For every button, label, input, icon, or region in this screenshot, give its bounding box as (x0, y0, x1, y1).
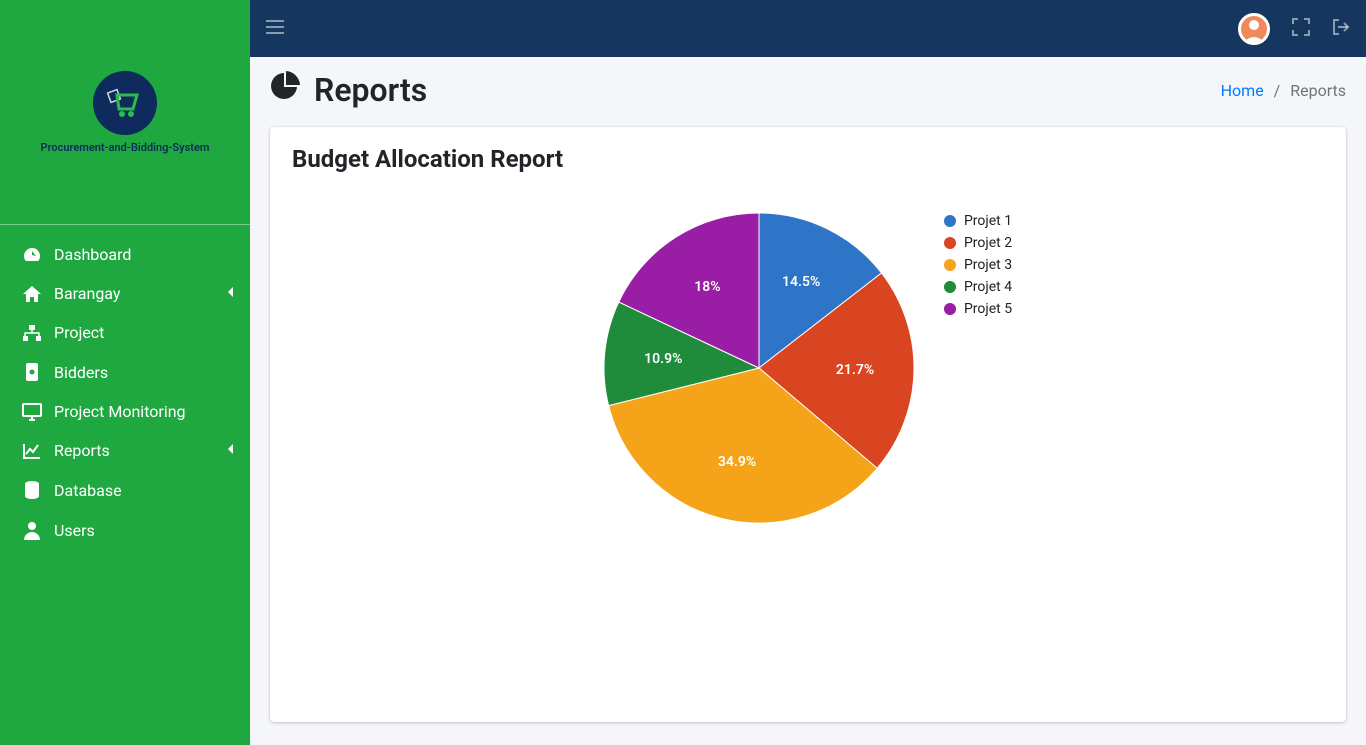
chart-icon (20, 442, 44, 460)
legend-label: Projet 4 (964, 279, 1012, 295)
legend-item-3[interactable]: Projet 4 (944, 279, 1012, 295)
breadcrumb-current: Reports (1290, 81, 1346, 100)
sitemap-icon (20, 324, 44, 342)
legend-item-1[interactable]: Projet 2 (944, 235, 1012, 251)
slice-label-0: 14.5% (782, 274, 820, 290)
sidebar-item-label: Users (54, 521, 95, 540)
slice-label-1: 21.7% (836, 362, 874, 378)
slice-label-2: 34.9% (718, 454, 756, 470)
legend-dot-icon (944, 237, 956, 249)
user-avatar[interactable] (1238, 13, 1270, 45)
legend-dot-icon (944, 259, 956, 271)
logout-icon[interactable] (1332, 18, 1350, 40)
content-area: Reports Home / Reports Budget Allocation… (250, 57, 1366, 745)
chevron-left-icon (226, 286, 234, 301)
legend-dot-icon (944, 303, 956, 315)
sidebar-item-label: Database (54, 481, 122, 500)
report-card: Budget Allocation Report 14.5% 21.7% 34.9%… (270, 127, 1346, 722)
sidebar-item-label: Bidders (54, 363, 108, 382)
breadcrumb: Home / Reports (1221, 81, 1346, 100)
sidebar-item-dashboard[interactable]: Dashboard (0, 235, 250, 274)
page-title: Reports (270, 71, 427, 109)
topbar (250, 0, 1366, 57)
sidebar-item-label: Barangay (54, 284, 120, 303)
legend-dot-icon (944, 215, 956, 227)
sidebar-nav: Dashboard Barangay Project Bidders Project M… (0, 225, 250, 550)
legend-dot-icon (944, 281, 956, 293)
desktop-icon (20, 403, 44, 421)
legend-item-0[interactable]: Projet 1 (944, 213, 1012, 229)
sidebar-item-barangay[interactable]: Barangay (0, 274, 250, 313)
chart-legend: Projet 1 Projet 2 Projet 3 Projet 4 Projet 5 (944, 213, 1012, 323)
legend-label: Projet 2 (964, 235, 1012, 251)
brand-logo (93, 71, 157, 135)
sidebar-item-database[interactable]: Database (0, 470, 250, 510)
card-title: Budget Allocation Report (292, 145, 1324, 173)
sidebar: Procurement-and-Bidding-System Dashboard… (0, 0, 250, 745)
sidebar-item-label: Project (54, 323, 104, 342)
pie-chart-icon (270, 71, 300, 109)
tachometer-icon (20, 246, 44, 264)
page-header: Reports Home / Reports (270, 71, 1346, 109)
sidebar-item-reports[interactable]: Reports (0, 431, 250, 470)
brand-block: Procurement-and-Bidding-System (0, 0, 250, 225)
legend-item-2[interactable]: Projet 3 (944, 257, 1012, 273)
sidebar-item-label: Reports (54, 441, 110, 460)
sidebar-item-project[interactable]: Project (0, 313, 250, 352)
home-icon (20, 285, 44, 303)
user-icon (20, 520, 44, 540)
brand-name: Procurement-and-Bidding-System (41, 141, 210, 154)
sidebar-item-label: Dashboard (54, 245, 131, 264)
sidebar-item-project-monitoring[interactable]: Project Monitoring (0, 392, 250, 431)
legend-label: Projet 3 (964, 257, 1012, 273)
slice-label-4: 18% (694, 279, 720, 295)
sidebar-item-users[interactable]: Users (0, 510, 250, 550)
legend-item-4[interactable]: Projet 5 (944, 301, 1012, 317)
sidebar-item-bidders[interactable]: Bidders (0, 352, 250, 392)
breadcrumb-home[interactable]: Home (1221, 81, 1264, 100)
pie-chart: 14.5% 21.7% 34.9% 10.9% 18% (604, 213, 914, 523)
legend-label: Projet 1 (964, 213, 1012, 229)
file-icon (20, 362, 44, 382)
database-icon (20, 480, 44, 500)
chart-container: 14.5% 21.7% 34.9% 10.9% 18% Projet 1 Projet 2… (292, 213, 1324, 523)
chevron-left-icon (226, 443, 234, 458)
slice-label-3: 10.9% (644, 351, 682, 367)
cart-icon (103, 85, 147, 121)
fullscreen-icon[interactable] (1292, 18, 1310, 40)
menu-toggle-icon[interactable] (266, 19, 284, 38)
legend-label: Projet 5 (964, 301, 1012, 317)
page-title-text: Reports (314, 71, 427, 109)
breadcrumb-separator: / (1268, 81, 1287, 100)
sidebar-item-label: Project Monitoring (54, 402, 186, 421)
